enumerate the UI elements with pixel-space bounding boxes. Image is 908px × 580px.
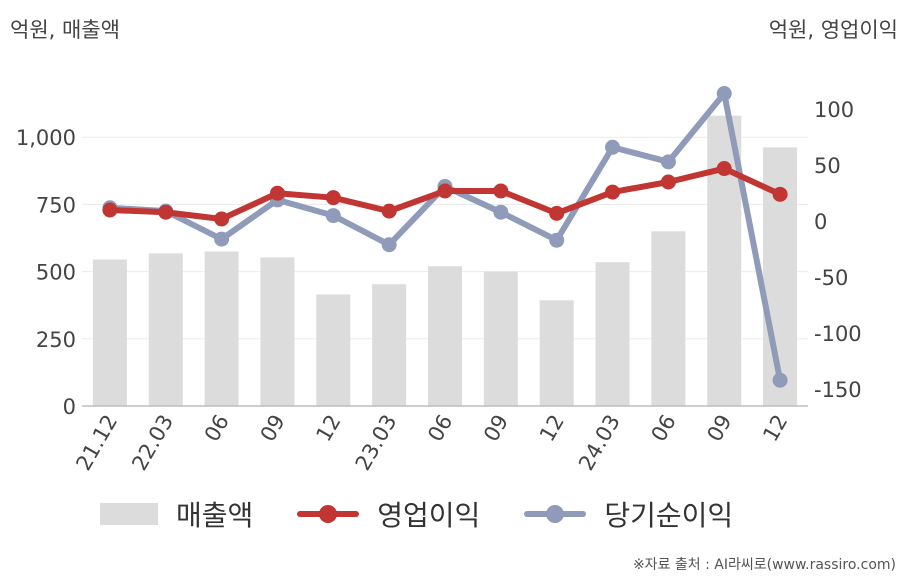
bar-revenue xyxy=(595,262,630,406)
left-tick-label: 500 xyxy=(36,261,76,285)
point-net-income xyxy=(716,86,732,102)
point-net-income xyxy=(605,139,621,155)
bar-revenue xyxy=(651,231,686,406)
source-note: ※자료 출처 : AI라씨로(www.rassiro.com) xyxy=(632,557,896,573)
x-tick-label: 21.12 xyxy=(71,411,122,475)
point-operating-profit xyxy=(716,161,732,177)
x-tick-label: 12 xyxy=(311,411,345,446)
bar-revenue xyxy=(260,257,295,406)
combo-chart: 0 250 500 750 1,000 -150 -100 -50 0 50 100 21.12 22.… xyxy=(16,86,862,475)
point-operating-profit xyxy=(269,185,285,201)
legend-label-operating-profit: 영업이익 xyxy=(377,499,481,532)
legend-item-net-income: 당기순이익 xyxy=(524,494,733,534)
legend-label-net-income: 당기순이익 xyxy=(604,499,734,532)
right-tick-label: -150 xyxy=(814,378,862,402)
right-tick-label: -100 xyxy=(814,322,862,346)
right-axis-unit: 억원, 영업이익 xyxy=(768,18,898,42)
left-axis-unit: 억원, 매출액 xyxy=(10,18,120,42)
left-tick-label: 0 xyxy=(63,395,76,419)
point-operating-profit xyxy=(660,174,676,190)
x-tick-label: 22.03 xyxy=(127,411,178,475)
point-net-income xyxy=(325,208,341,224)
legend-item-revenue: 매출액 xyxy=(100,494,253,534)
bar-revenue xyxy=(539,300,574,406)
point-net-income xyxy=(549,232,565,248)
point-operating-profit xyxy=(437,183,453,199)
x-tick-label: 23.03 xyxy=(351,411,402,475)
x-tick-label: 09 xyxy=(702,411,736,446)
point-operating-profit xyxy=(381,203,397,219)
x-tick-label: 06 xyxy=(647,411,681,446)
legend-swatch-net-income xyxy=(524,503,587,525)
point-operating-profit xyxy=(772,186,788,202)
left-tick-label: 750 xyxy=(36,193,76,217)
x-tick-label: 24.03 xyxy=(574,411,625,475)
legend-label-revenue: 매출액 xyxy=(176,499,254,532)
point-net-income xyxy=(493,204,509,220)
bar-revenue xyxy=(483,271,518,406)
point-net-income xyxy=(381,237,397,253)
point-operating-profit xyxy=(158,204,174,220)
bar-revenue xyxy=(204,251,239,406)
legend: 매출액 영업이익 당기순이익 xyxy=(100,494,777,534)
point-net-income xyxy=(214,231,230,247)
x-tick-label: 06 xyxy=(423,411,457,446)
left-tick-label: 1,000 xyxy=(16,126,76,150)
point-operating-profit xyxy=(102,202,118,218)
legend-swatch-operating-profit xyxy=(297,503,360,525)
bar-revenue xyxy=(316,294,351,406)
x-tick-label: 12 xyxy=(758,411,792,446)
right-tick-label: 0 xyxy=(814,210,827,234)
x-tick-label: 12 xyxy=(535,411,569,446)
right-tick-label: 50 xyxy=(814,154,841,178)
point-net-income xyxy=(660,154,676,170)
bar-revenue xyxy=(148,253,183,406)
x-tick-label: 09 xyxy=(256,411,290,446)
right-tick-label: 100 xyxy=(814,98,854,122)
x-tick-label: 06 xyxy=(200,411,234,446)
left-tick-label: 250 xyxy=(36,328,76,352)
point-operating-profit xyxy=(493,183,509,199)
point-operating-profit xyxy=(549,205,565,221)
bar-revenue xyxy=(372,284,407,406)
point-net-income xyxy=(772,372,788,388)
point-operating-profit xyxy=(605,184,621,200)
legend-swatch-revenue xyxy=(100,503,158,525)
bar-revenue xyxy=(92,259,127,406)
legend-item-operating-profit: 영업이익 xyxy=(297,494,480,534)
x-tick-label: 09 xyxy=(479,411,513,446)
right-tick-label: -50 xyxy=(814,266,848,290)
point-operating-profit xyxy=(325,190,341,206)
point-operating-profit xyxy=(214,211,230,227)
bar-revenue xyxy=(428,266,462,406)
